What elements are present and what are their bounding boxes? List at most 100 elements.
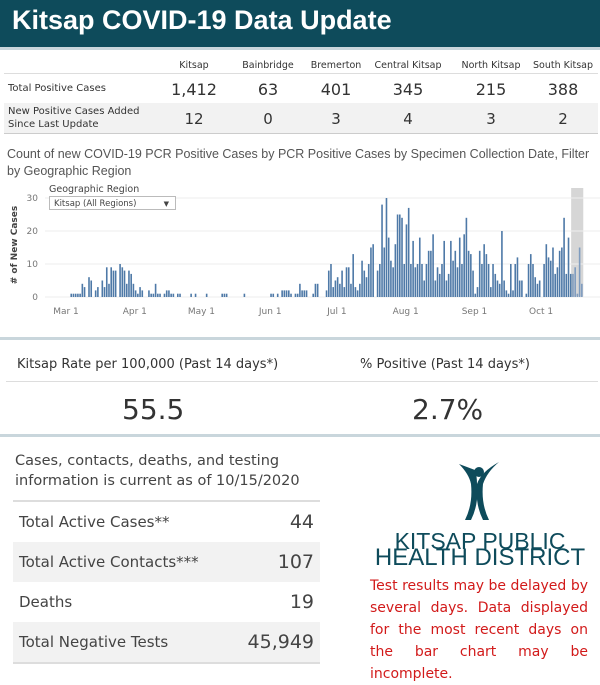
bar[interactable] <box>354 287 357 297</box>
bar[interactable] <box>510 264 512 297</box>
bar[interactable] <box>367 264 370 297</box>
bar[interactable] <box>94 290 97 297</box>
bar[interactable] <box>578 247 581 298</box>
bar[interactable] <box>498 283 501 297</box>
bar[interactable] <box>376 270 379 297</box>
bar[interactable] <box>425 264 428 297</box>
bar[interactable] <box>543 264 545 297</box>
bar[interactable] <box>476 287 479 297</box>
bar[interactable] <box>396 214 399 298</box>
bar[interactable] <box>285 290 288 297</box>
bar[interactable] <box>567 237 570 297</box>
bar[interactable] <box>114 270 117 297</box>
bar[interactable] <box>103 287 106 297</box>
bar[interactable] <box>141 290 144 297</box>
bar[interactable] <box>414 267 417 297</box>
bar[interactable] <box>205 293 208 297</box>
bar[interactable] <box>361 260 363 297</box>
bar[interactable] <box>225 293 228 297</box>
bar[interactable] <box>505 290 508 297</box>
bar[interactable] <box>503 280 505 298</box>
bar[interactable] <box>481 264 483 297</box>
bar[interactable] <box>121 267 124 297</box>
bar[interactable] <box>525 293 528 297</box>
bar[interactable] <box>301 290 303 297</box>
bar[interactable] <box>170 293 172 297</box>
bar[interactable] <box>341 270 343 297</box>
bar[interactable] <box>350 283 352 297</box>
bar[interactable] <box>70 293 73 297</box>
bar[interactable] <box>334 280 337 298</box>
bar[interactable] <box>416 264 419 297</box>
bar[interactable] <box>401 217 403 297</box>
bar[interactable] <box>79 293 81 297</box>
bar[interactable] <box>385 198 388 297</box>
bar[interactable] <box>119 264 121 297</box>
bar[interactable] <box>190 293 192 297</box>
bar[interactable] <box>403 264 406 297</box>
bar[interactable] <box>394 244 397 297</box>
bar[interactable] <box>554 273 556 297</box>
bar[interactable] <box>563 217 565 297</box>
bar[interactable] <box>556 267 559 297</box>
bar[interactable] <box>272 293 275 297</box>
bar[interactable] <box>159 293 161 297</box>
bar[interactable] <box>561 247 563 298</box>
bar[interactable] <box>332 287 334 297</box>
bar[interactable] <box>336 277 339 297</box>
bar[interactable] <box>288 290 290 297</box>
bar[interactable] <box>487 264 490 297</box>
bar[interactable] <box>574 267 576 297</box>
bar[interactable] <box>381 204 383 297</box>
bar[interactable] <box>299 283 301 297</box>
bar[interactable] <box>148 290 150 297</box>
bar[interactable] <box>74 293 77 297</box>
bar[interactable] <box>194 293 197 297</box>
bar[interactable] <box>316 283 319 297</box>
bar[interactable] <box>290 293 292 297</box>
bar[interactable] <box>379 264 381 297</box>
bar[interactable] <box>294 293 297 297</box>
bar[interactable] <box>83 287 86 297</box>
bar[interactable] <box>465 217 468 297</box>
bar[interactable] <box>243 293 246 297</box>
bar[interactable] <box>454 250 457 297</box>
bar[interactable] <box>501 231 503 297</box>
bar[interactable] <box>572 273 574 297</box>
bar[interactable] <box>343 287 346 297</box>
bar[interactable] <box>514 264 517 297</box>
bar[interactable] <box>347 267 350 297</box>
bar[interactable] <box>383 247 386 298</box>
bar[interactable] <box>303 290 306 297</box>
bar[interactable] <box>445 280 448 298</box>
bar[interactable] <box>436 267 439 297</box>
bar[interactable] <box>496 280 499 298</box>
bar[interactable] <box>276 293 279 297</box>
bar[interactable] <box>72 293 75 297</box>
bar[interactable] <box>418 237 421 297</box>
bar[interactable] <box>339 283 341 297</box>
bar[interactable] <box>105 267 108 297</box>
bar[interactable] <box>474 293 477 297</box>
bar[interactable] <box>134 290 137 297</box>
bar[interactable] <box>423 280 426 298</box>
bar[interactable] <box>507 293 510 297</box>
bar[interactable] <box>412 240 414 297</box>
bar[interactable] <box>512 290 514 297</box>
bar[interactable] <box>81 283 84 297</box>
bar[interactable] <box>547 257 550 297</box>
bar[interactable] <box>581 283 583 297</box>
bar[interactable] <box>305 290 308 297</box>
bar[interactable] <box>532 264 534 297</box>
bar[interactable] <box>443 240 445 297</box>
bar[interactable] <box>458 237 461 297</box>
bar[interactable] <box>312 293 315 297</box>
bar[interactable] <box>132 283 135 297</box>
bar[interactable] <box>125 283 128 297</box>
bar[interactable] <box>330 264 332 297</box>
bar[interactable] <box>352 254 354 297</box>
bar[interactable] <box>483 244 485 297</box>
bar[interactable] <box>296 293 299 297</box>
bar[interactable] <box>463 234 465 297</box>
bar[interactable] <box>370 247 372 298</box>
